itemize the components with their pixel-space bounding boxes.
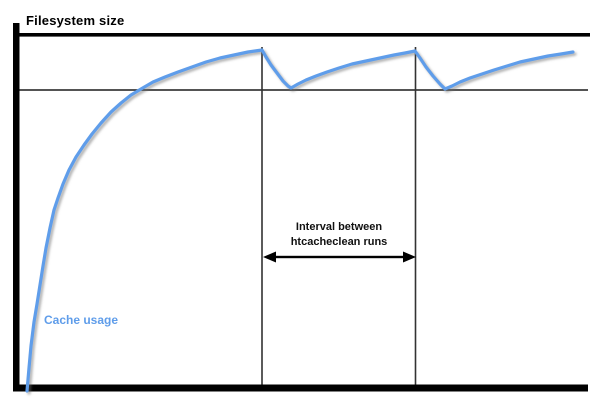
interval-annotation-line1: Interval between [295,221,383,233]
htcacheclean-run-1-line [261,47,263,388]
interval-annotation-line2: htcacheclean runs [290,236,388,248]
cache-usage-curve [25,48,575,393]
interval-arrow-right-head [403,251,416,263]
interval-annotation: Interval between htcacheclean runs [262,220,416,250]
htcacheclean-run-2-line [414,47,417,388]
y-axis [13,23,20,392]
interval-arrow-left-head [263,251,276,263]
filesystem-size-label: Filesystem size [26,13,125,28]
cache-usage-series-label: Cache usage [44,313,119,327]
x-axis [13,384,588,392]
filesystem-size-line [19,33,590,37]
interval-arrow-shaft [274,255,405,259]
cleanup-threshold-line [19,89,588,91]
